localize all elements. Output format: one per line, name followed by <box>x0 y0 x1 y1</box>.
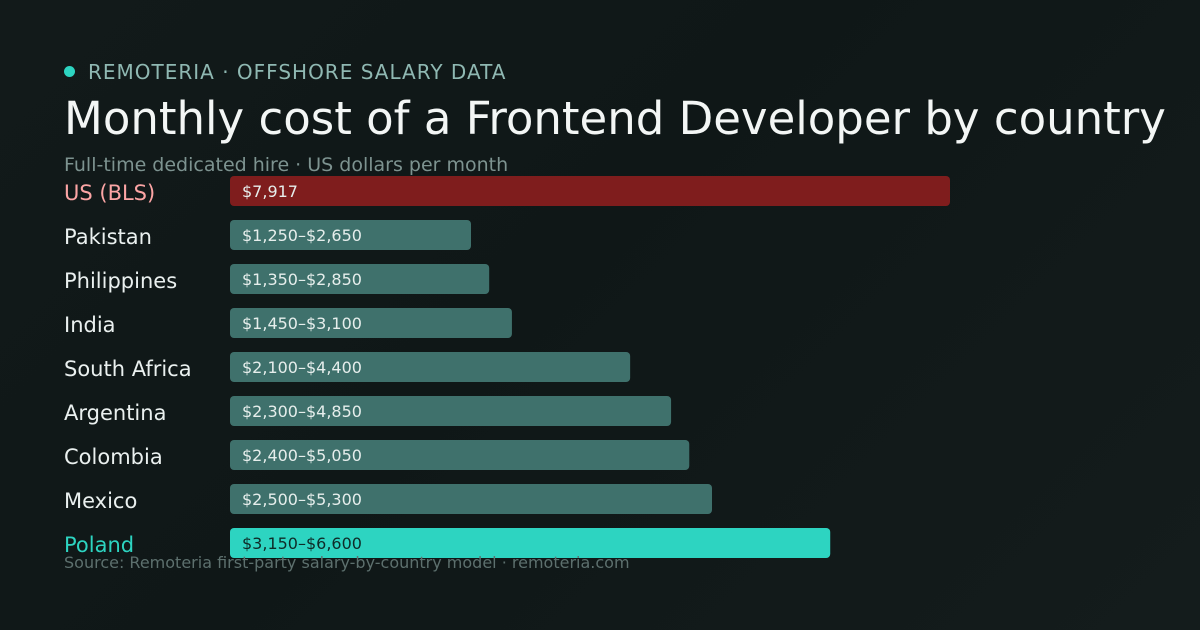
source-note: Source: Remoteria first-party salary-by-… <box>64 553 630 572</box>
bar-row: Colombia $2,400–$5,050 <box>64 440 690 470</box>
bar-row: Poland $3,150–$6,600 <box>64 528 831 558</box>
category-label: Pakistan <box>64 225 152 249</box>
bar-row: Argentina $2,300–$4,850 <box>64 396 672 426</box>
bar <box>230 264 490 294</box>
bar-row: Mexico $2,500–$5,300 <box>64 484 713 514</box>
bar <box>230 396 672 426</box>
category-label: Argentina <box>64 401 166 425</box>
category-label: US (BLS) <box>64 181 155 205</box>
bar <box>230 176 950 206</box>
category-label: Poland <box>64 533 134 557</box>
category-label: India <box>64 313 116 337</box>
value-label: $2,500–$5,300 <box>242 490 362 509</box>
chart-title: Monthly cost of a Frontend Developer by … <box>64 92 1166 145</box>
value-label: $1,350–$2,850 <box>242 270 362 289</box>
category-label: Philippines <box>64 269 177 293</box>
value-label: $2,400–$5,050 <box>242 446 362 465</box>
value-label: $1,250–$2,650 <box>242 226 362 245</box>
bar <box>230 220 472 250</box>
bar-row: South Africa $2,100–$4,400 <box>64 352 631 382</box>
brand-header: REMOTERIA · OFFSHORE SALARY DATA <box>64 60 506 84</box>
brand-dot-icon <box>64 65 75 77</box>
value-label: $7,917 <box>242 182 298 201</box>
bar-row: Philippines $1,350–$2,850 <box>64 264 490 294</box>
bar <box>230 440 690 470</box>
value-label: $2,100–$4,400 <box>242 358 362 377</box>
category-label: South Africa <box>64 357 192 381</box>
bar <box>230 484 713 514</box>
bar <box>230 528 831 558</box>
category-label: Colombia <box>64 445 163 469</box>
value-label: $3,150–$6,600 <box>242 534 362 553</box>
brand-label: REMOTERIA · OFFSHORE SALARY DATA <box>88 60 507 84</box>
bar <box>230 308 512 338</box>
bar-row: US (BLS) $7,917 <box>64 176 950 206</box>
value-label: $1,450–$3,100 <box>242 314 362 333</box>
category-label: Mexico <box>64 489 137 513</box>
bar-row: India $1,450–$3,100 <box>64 308 512 338</box>
bar <box>230 352 631 382</box>
bar-row: Pakistan $1,250–$2,650 <box>64 220 472 250</box>
value-label: $2,300–$4,850 <box>242 402 362 421</box>
chart-subtitle: Full-time dedicated hire · US dollars pe… <box>64 154 509 176</box>
